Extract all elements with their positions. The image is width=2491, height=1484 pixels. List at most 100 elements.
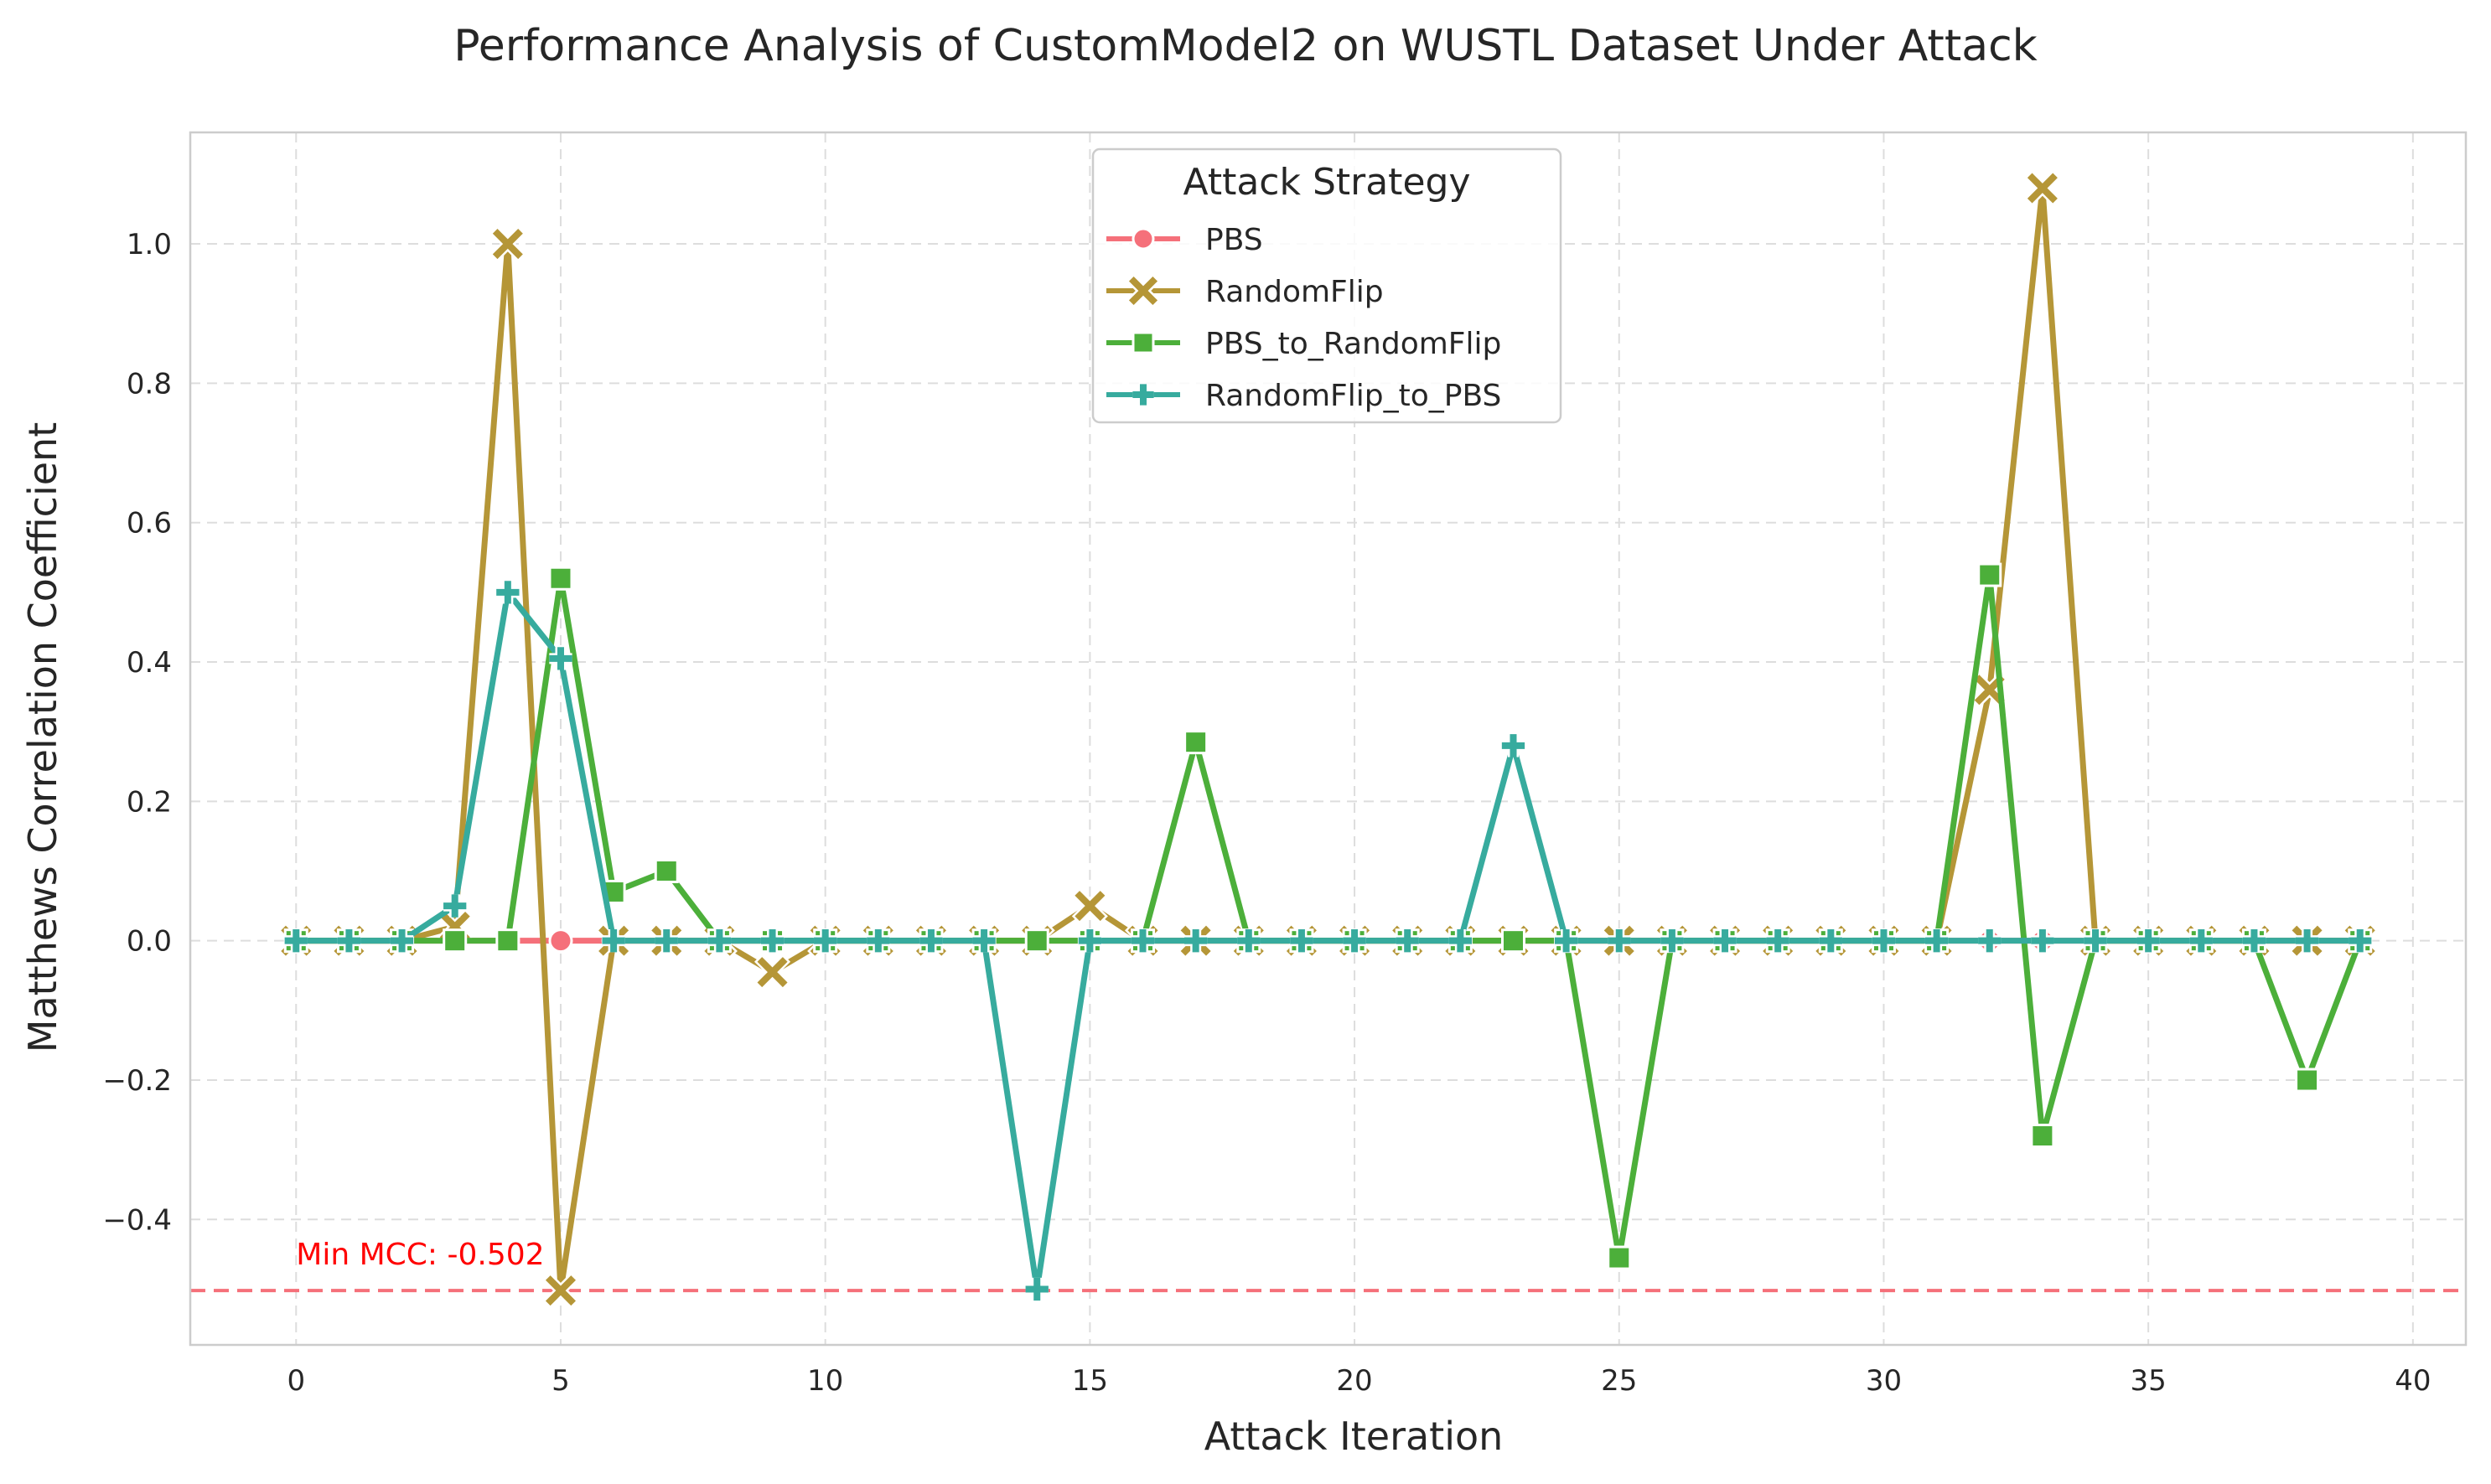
data-point-mark xyxy=(1128,276,1158,306)
data-point xyxy=(1126,273,1161,308)
legend-item: PBS xyxy=(1106,223,1263,257)
data-point-mark xyxy=(1872,929,1896,953)
y-axis-title: Matthews Correlation Coefficient xyxy=(20,422,65,1053)
data-point-mark xyxy=(760,929,785,953)
data-point xyxy=(1078,929,1102,953)
data-point xyxy=(2136,929,2160,953)
data-point-mark xyxy=(1924,929,1949,953)
data-point-mark xyxy=(1766,929,1789,953)
series-layer xyxy=(277,169,2379,1309)
data-point xyxy=(1819,929,1842,953)
x-tick-label: 35 xyxy=(2131,1364,2167,1398)
x-tick-label: 25 xyxy=(1601,1364,1637,1398)
data-point xyxy=(2030,1124,2055,1149)
data-point xyxy=(2295,1068,2320,1093)
data-point-mark xyxy=(1237,929,1261,953)
data-point xyxy=(919,929,943,953)
data-point xyxy=(655,929,678,953)
data-point xyxy=(1343,929,1366,953)
legend-label: RandomFlip xyxy=(1205,275,1384,309)
data-point-mark xyxy=(1974,675,2005,706)
data-point xyxy=(707,929,732,953)
data-point xyxy=(489,225,526,262)
legend: Attack Strategy PBS RandomFlip PBS_to_Rand… xyxy=(1091,147,1562,424)
data-point xyxy=(2189,929,2213,953)
data-point xyxy=(2242,929,2266,953)
data-point-mark xyxy=(1184,929,1208,953)
x-tick-label: 30 xyxy=(1866,1364,1902,1398)
min-mcc-annotation: Min MCC: -0.502 xyxy=(296,1238,544,1272)
data-point-mark xyxy=(972,929,996,953)
data-point xyxy=(1660,929,1684,953)
data-point xyxy=(390,929,414,953)
data-point xyxy=(1183,730,1209,755)
data-point-mark xyxy=(337,929,361,953)
y-tick-label: 0.4 xyxy=(127,646,172,680)
data-point-mark xyxy=(707,929,732,953)
data-point xyxy=(443,928,468,954)
data-point xyxy=(548,566,573,591)
data-point xyxy=(1924,929,1949,953)
data-point-mark xyxy=(1078,929,1102,953)
legend-label: RandomFlip_to_PBS xyxy=(1205,379,1501,413)
data-point xyxy=(2024,169,2061,207)
legend-items: PBS RandomFlip PBS_to_RandomFlip RandomFlip… xyxy=(1106,223,1501,413)
data-point xyxy=(337,929,361,953)
data-point-mark xyxy=(1290,929,1313,953)
data-point-mark xyxy=(492,229,523,260)
data-point-mark xyxy=(443,894,467,918)
tick-labels: 0 5 10 15 20 25 30 35 40 −0.4 −0.2 0.0 0.2 0.4 0.6 0.8 1… xyxy=(102,228,2431,1398)
data-point xyxy=(1554,929,1578,953)
legend-label: PBS xyxy=(1205,223,1263,257)
data-point-mark xyxy=(2349,929,2372,953)
data-point-mark xyxy=(2031,929,2054,953)
data-point-mark xyxy=(1554,929,1578,953)
data-point xyxy=(814,929,837,953)
data-point xyxy=(1448,929,1472,953)
data-point-mark xyxy=(390,929,414,953)
data-point xyxy=(1132,331,1155,354)
data-point xyxy=(1237,929,1261,953)
data-point xyxy=(1872,929,1896,953)
data-point xyxy=(654,859,679,884)
data-point xyxy=(2295,929,2319,953)
data-point-mark xyxy=(867,929,890,953)
y-tick-label: −0.4 xyxy=(102,1203,172,1237)
data-point-mark xyxy=(2189,929,2213,953)
plot-frame xyxy=(189,131,2468,1347)
data-point-mark xyxy=(1501,734,1525,758)
data-point xyxy=(1978,929,2002,953)
data-point xyxy=(2031,929,2054,953)
data-point-mark xyxy=(1396,929,1419,953)
data-point xyxy=(2349,929,2372,953)
data-point-mark xyxy=(2242,929,2266,953)
series-line xyxy=(296,589,2360,1292)
data-point xyxy=(867,929,890,953)
series-randomflip-to-pbs xyxy=(284,581,2372,1301)
legend-box xyxy=(1091,147,1562,424)
data-point xyxy=(1977,562,2002,587)
data-point-mark xyxy=(919,929,943,953)
data-point xyxy=(496,581,520,604)
data-point-mark xyxy=(757,957,788,988)
data-point-mark xyxy=(2295,929,2319,953)
data-point xyxy=(548,928,573,954)
y-tick-label: 0.8 xyxy=(127,367,172,401)
data-point xyxy=(443,894,467,918)
legend-item: RandomFlip_to_PBS xyxy=(1106,379,1501,413)
data-point xyxy=(1500,928,1525,954)
data-point xyxy=(1184,929,1208,953)
chart-title: Performance Analysis of CustomModel2 on … xyxy=(453,21,2038,71)
data-point xyxy=(1024,928,1049,954)
x-tick-label: 10 xyxy=(807,1364,843,1398)
data-point xyxy=(754,954,791,990)
data-point xyxy=(495,928,520,954)
data-point-mark xyxy=(655,929,678,953)
y-tick-label: 0.0 xyxy=(127,925,172,959)
data-point xyxy=(542,1272,579,1309)
data-point xyxy=(549,647,572,670)
legend-title: Attack Strategy xyxy=(1183,161,1471,204)
data-point-mark xyxy=(1132,384,1154,406)
data-point xyxy=(1131,929,1155,953)
